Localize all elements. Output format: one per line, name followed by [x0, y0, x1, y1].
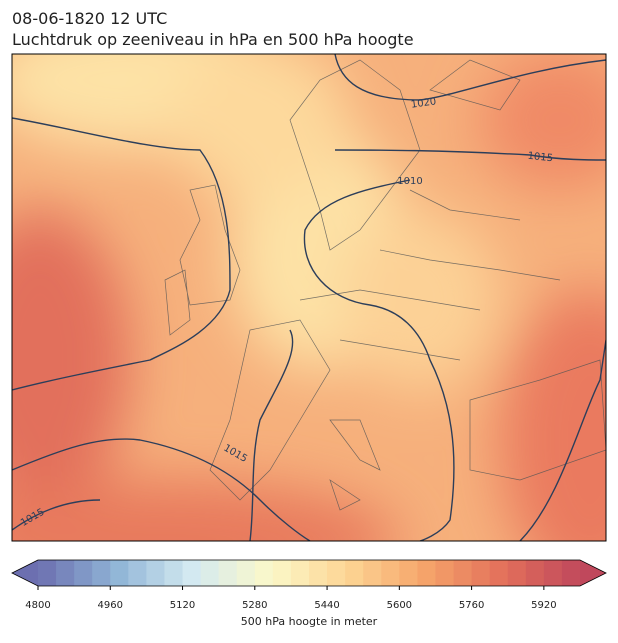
colorbar-tick-label: 4960	[98, 600, 123, 611]
colorbar-bin	[110, 560, 129, 586]
colorbar-bin	[381, 560, 400, 586]
colorbar-bin	[453, 560, 473, 586]
colorbar-bin	[146, 560, 165, 586]
colorbar-bin	[489, 560, 509, 586]
colorbar-bin	[363, 560, 382, 586]
colorbar-bin	[254, 560, 274, 586]
colorbar-bin	[164, 560, 184, 586]
colorbar-bin	[525, 560, 545, 586]
colorbar-bin	[200, 560, 220, 586]
colorbar-bin	[218, 560, 238, 586]
map: 1020 1015 1010 1015 1015	[12, 54, 606, 541]
colorbar-bin	[471, 560, 491, 586]
colorbar-tick-label: 5280	[242, 600, 267, 611]
colorbar-tick-label: 5760	[459, 600, 484, 611]
colorbar-bin	[74, 560, 93, 586]
colorbar-bin	[309, 560, 328, 586]
colorbar-label: 500 hPa hoogte in meter	[241, 615, 378, 628]
colorbar-bin	[543, 560, 563, 586]
colorbar-bin	[236, 560, 256, 586]
date-title: 08-06-1820 12 UTC	[12, 9, 167, 28]
map-title: Luchtdruk op zeeniveau in hPa en 500 hPa…	[12, 30, 414, 49]
colorbar-bin	[327, 560, 346, 586]
contour-label: 1015	[527, 151, 553, 165]
colorbar-extend-low	[12, 560, 38, 586]
colorbar-extend-high	[580, 560, 606, 586]
colorbar-bin	[345, 560, 364, 586]
colorbar-bin	[272, 560, 292, 586]
colorbar-bin	[417, 560, 436, 586]
contour-label: 1020	[410, 96, 437, 110]
contour-label: 1010	[397, 176, 422, 187]
colorbar-bin	[290, 560, 310, 586]
colorbar-bin	[561, 560, 581, 586]
map-frame	[11, 53, 607, 542]
colorbar-outline	[11, 559, 607, 587]
colorbar-bin	[92, 560, 111, 586]
colorbar-tick-label: 5120	[170, 600, 195, 611]
colorbar-tick-label: 5920	[531, 600, 556, 611]
colorbar-bin	[38, 560, 57, 586]
colorbar-bin	[507, 560, 527, 586]
colorbar-bin	[128, 560, 147, 586]
colorbar-tick-label: 4800	[25, 600, 50, 611]
colorbar-bin	[435, 560, 455, 586]
colorbar: 4800 4960 5120 5280 5440 5600 5760 5920	[11, 559, 607, 611]
colorbar-bin	[182, 560, 202, 586]
colorbar-bin	[399, 560, 418, 586]
colorbar-tick-label: 5440	[314, 600, 339, 611]
colorbar-bin	[56, 560, 75, 586]
colorbar-tick-label: 5600	[387, 600, 412, 611]
